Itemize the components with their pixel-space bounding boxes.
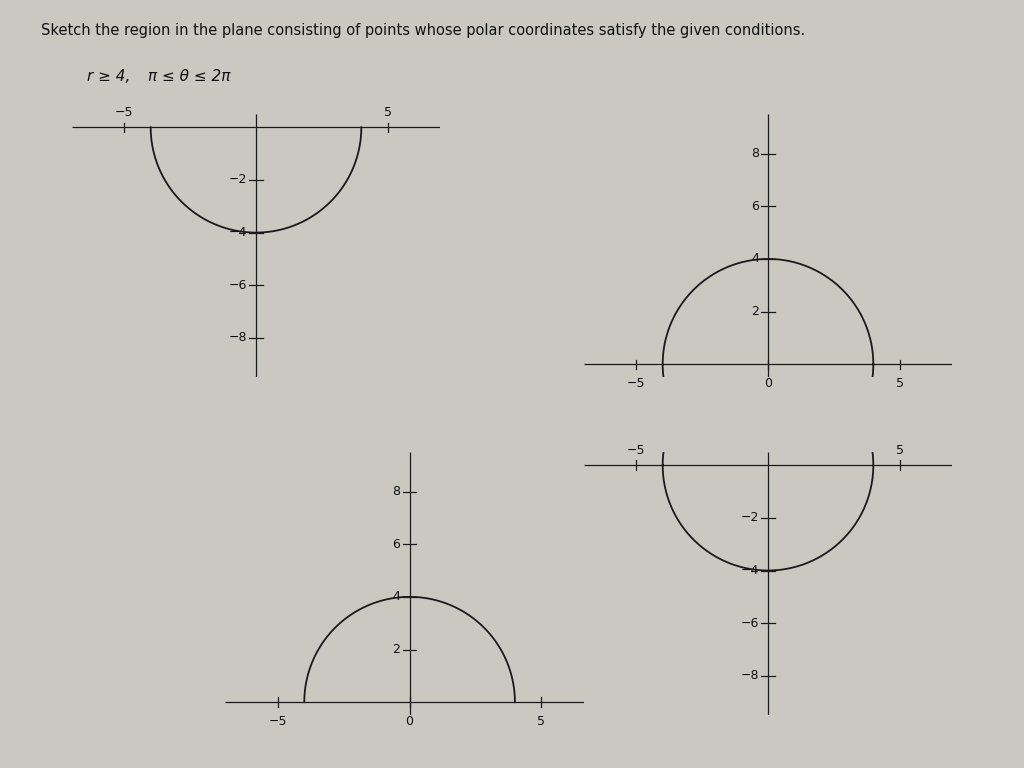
Text: 2: 2	[392, 643, 400, 656]
Text: 6: 6	[751, 200, 759, 213]
Text: 2: 2	[751, 305, 759, 318]
Text: −2: −2	[740, 511, 759, 525]
Text: −4: −4	[228, 226, 247, 239]
Text: −4: −4	[740, 564, 759, 577]
Text: −8: −8	[228, 332, 247, 344]
Text: 5: 5	[538, 715, 545, 728]
Text: 4: 4	[392, 591, 400, 604]
Text: −2: −2	[228, 174, 247, 187]
Text: −6: −6	[740, 617, 759, 630]
Text: 5: 5	[384, 107, 391, 119]
Text: 8: 8	[751, 147, 759, 160]
Text: 0: 0	[406, 715, 414, 728]
Text: Sketch the region in the plane consisting of points whose polar coordinates sati: Sketch the region in the plane consistin…	[41, 23, 805, 38]
Text: 4: 4	[751, 253, 759, 266]
Text: −5: −5	[115, 107, 133, 119]
Text: r ≥ 4,: r ≥ 4,	[87, 69, 130, 84]
Text: −5: −5	[627, 377, 645, 390]
Text: 6: 6	[392, 538, 400, 551]
Text: 5: 5	[896, 445, 903, 457]
Text: −6: −6	[228, 279, 247, 292]
Text: −5: −5	[627, 445, 645, 457]
Text: −5: −5	[268, 715, 287, 728]
Text: −8: −8	[740, 670, 759, 682]
Text: 5: 5	[896, 377, 903, 390]
Text: 8: 8	[392, 485, 400, 498]
Text: π ≤ θ ≤ 2π: π ≤ θ ≤ 2π	[148, 69, 230, 84]
Text: 0: 0	[764, 377, 772, 390]
